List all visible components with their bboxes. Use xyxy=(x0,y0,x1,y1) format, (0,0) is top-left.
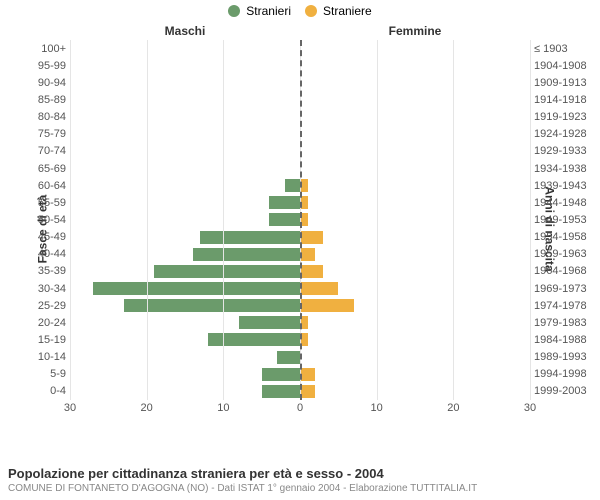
age-label: 85-89 xyxy=(30,94,66,106)
chart-footer: Popolazione per cittadinanza straniera p… xyxy=(8,466,592,494)
legend-item-female: Straniere xyxy=(305,4,372,18)
year-label: 1994-1998 xyxy=(534,368,592,380)
legend-label-male: Stranieri xyxy=(246,4,291,18)
age-label: 95-99 xyxy=(30,60,66,72)
gridline xyxy=(70,40,71,400)
gridline xyxy=(530,40,531,400)
bar-male xyxy=(208,333,300,346)
x-tick: 20 xyxy=(447,402,459,414)
year-label: 1969-1973 xyxy=(534,283,592,295)
bar-male xyxy=(154,265,300,278)
plot: 100+≤ 190395-991904-190890-941909-191385… xyxy=(70,40,530,400)
bar-male xyxy=(262,385,300,398)
gridline xyxy=(377,40,378,400)
legend: Stranieri Straniere xyxy=(0,0,600,18)
bar-male xyxy=(239,316,300,329)
bar-female xyxy=(300,265,323,278)
legend-swatch-male xyxy=(228,5,240,17)
gridline xyxy=(223,40,224,400)
year-label: 1934-1938 xyxy=(534,163,592,175)
year-label: 1924-1928 xyxy=(534,128,592,140)
year-label: 1954-1958 xyxy=(534,231,592,243)
bar-male xyxy=(262,368,300,381)
header-female: Femmine xyxy=(300,24,530,38)
age-label: 75-79 xyxy=(30,128,66,140)
bar-male xyxy=(277,351,300,364)
age-label: 20-24 xyxy=(30,317,66,329)
bar-male xyxy=(124,299,300,312)
age-label: 40-44 xyxy=(30,248,66,260)
gridline xyxy=(453,40,454,400)
bar-male xyxy=(269,213,300,226)
age-label: 60-64 xyxy=(30,180,66,192)
age-label: 35-39 xyxy=(30,265,66,277)
year-label: 1984-1988 xyxy=(534,334,592,346)
year-label: 1944-1948 xyxy=(534,197,592,209)
year-label: 1909-1913 xyxy=(534,77,592,89)
age-label: 80-84 xyxy=(30,111,66,123)
year-label: 1999-2003 xyxy=(534,385,592,397)
bar-male xyxy=(93,282,300,295)
year-label: ≤ 1903 xyxy=(534,43,592,55)
x-tick: 20 xyxy=(141,402,153,414)
age-label: 70-74 xyxy=(30,145,66,157)
legend-label-female: Straniere xyxy=(323,4,372,18)
age-label: 45-49 xyxy=(30,231,66,243)
bar-female xyxy=(300,248,315,261)
bar-male xyxy=(193,248,300,261)
legend-swatch-female xyxy=(305,5,317,17)
bar-male xyxy=(200,231,300,244)
legend-item-male: Stranieri xyxy=(228,4,291,18)
age-label: 15-19 xyxy=(30,334,66,346)
footer-subtitle: COMUNE DI FONTANETO D'AGOGNA (NO) - Dati… xyxy=(8,483,592,494)
bar-female xyxy=(300,385,315,398)
year-label: 1974-1978 xyxy=(534,300,592,312)
year-label: 1989-1993 xyxy=(534,351,592,363)
age-label: 30-34 xyxy=(30,283,66,295)
age-label: 55-59 xyxy=(30,197,66,209)
bar-female xyxy=(300,282,338,295)
age-label: 100+ xyxy=(30,43,66,55)
year-label: 1929-1933 xyxy=(534,145,592,157)
year-label: 1904-1908 xyxy=(534,60,592,72)
chart-area: Fasce di età Anni di nascita 100+≤ 19039… xyxy=(70,40,530,418)
age-label: 5-9 xyxy=(30,368,66,380)
bar-male xyxy=(285,179,300,192)
x-tick: 0 xyxy=(297,402,303,414)
footer-title: Popolazione per cittadinanza straniera p… xyxy=(8,466,592,481)
year-label: 1949-1953 xyxy=(534,214,592,226)
x-tick: 10 xyxy=(217,402,229,414)
bar-female xyxy=(300,231,323,244)
bar-female xyxy=(300,299,354,312)
bar-male xyxy=(269,196,300,209)
x-tick: 30 xyxy=(64,402,76,414)
age-label: 25-29 xyxy=(30,300,66,312)
year-label: 1914-1918 xyxy=(534,94,592,106)
x-axis: 3020100102030 xyxy=(70,400,530,418)
gridline xyxy=(147,40,148,400)
age-label: 65-69 xyxy=(30,163,66,175)
chart-headers: Maschi Femmine xyxy=(0,24,600,38)
x-tick: 30 xyxy=(524,402,536,414)
bar-female xyxy=(300,368,315,381)
year-label: 1919-1923 xyxy=(534,111,592,123)
x-tick: 10 xyxy=(371,402,383,414)
year-label: 1979-1983 xyxy=(534,317,592,329)
center-line xyxy=(300,40,302,400)
age-label: 90-94 xyxy=(30,77,66,89)
year-label: 1959-1963 xyxy=(534,248,592,260)
age-label: 10-14 xyxy=(30,351,66,363)
header-male: Maschi xyxy=(70,24,300,38)
year-label: 1964-1968 xyxy=(534,265,592,277)
age-label: 0-4 xyxy=(30,385,66,397)
year-label: 1939-1943 xyxy=(534,180,592,192)
age-label: 50-54 xyxy=(30,214,66,226)
